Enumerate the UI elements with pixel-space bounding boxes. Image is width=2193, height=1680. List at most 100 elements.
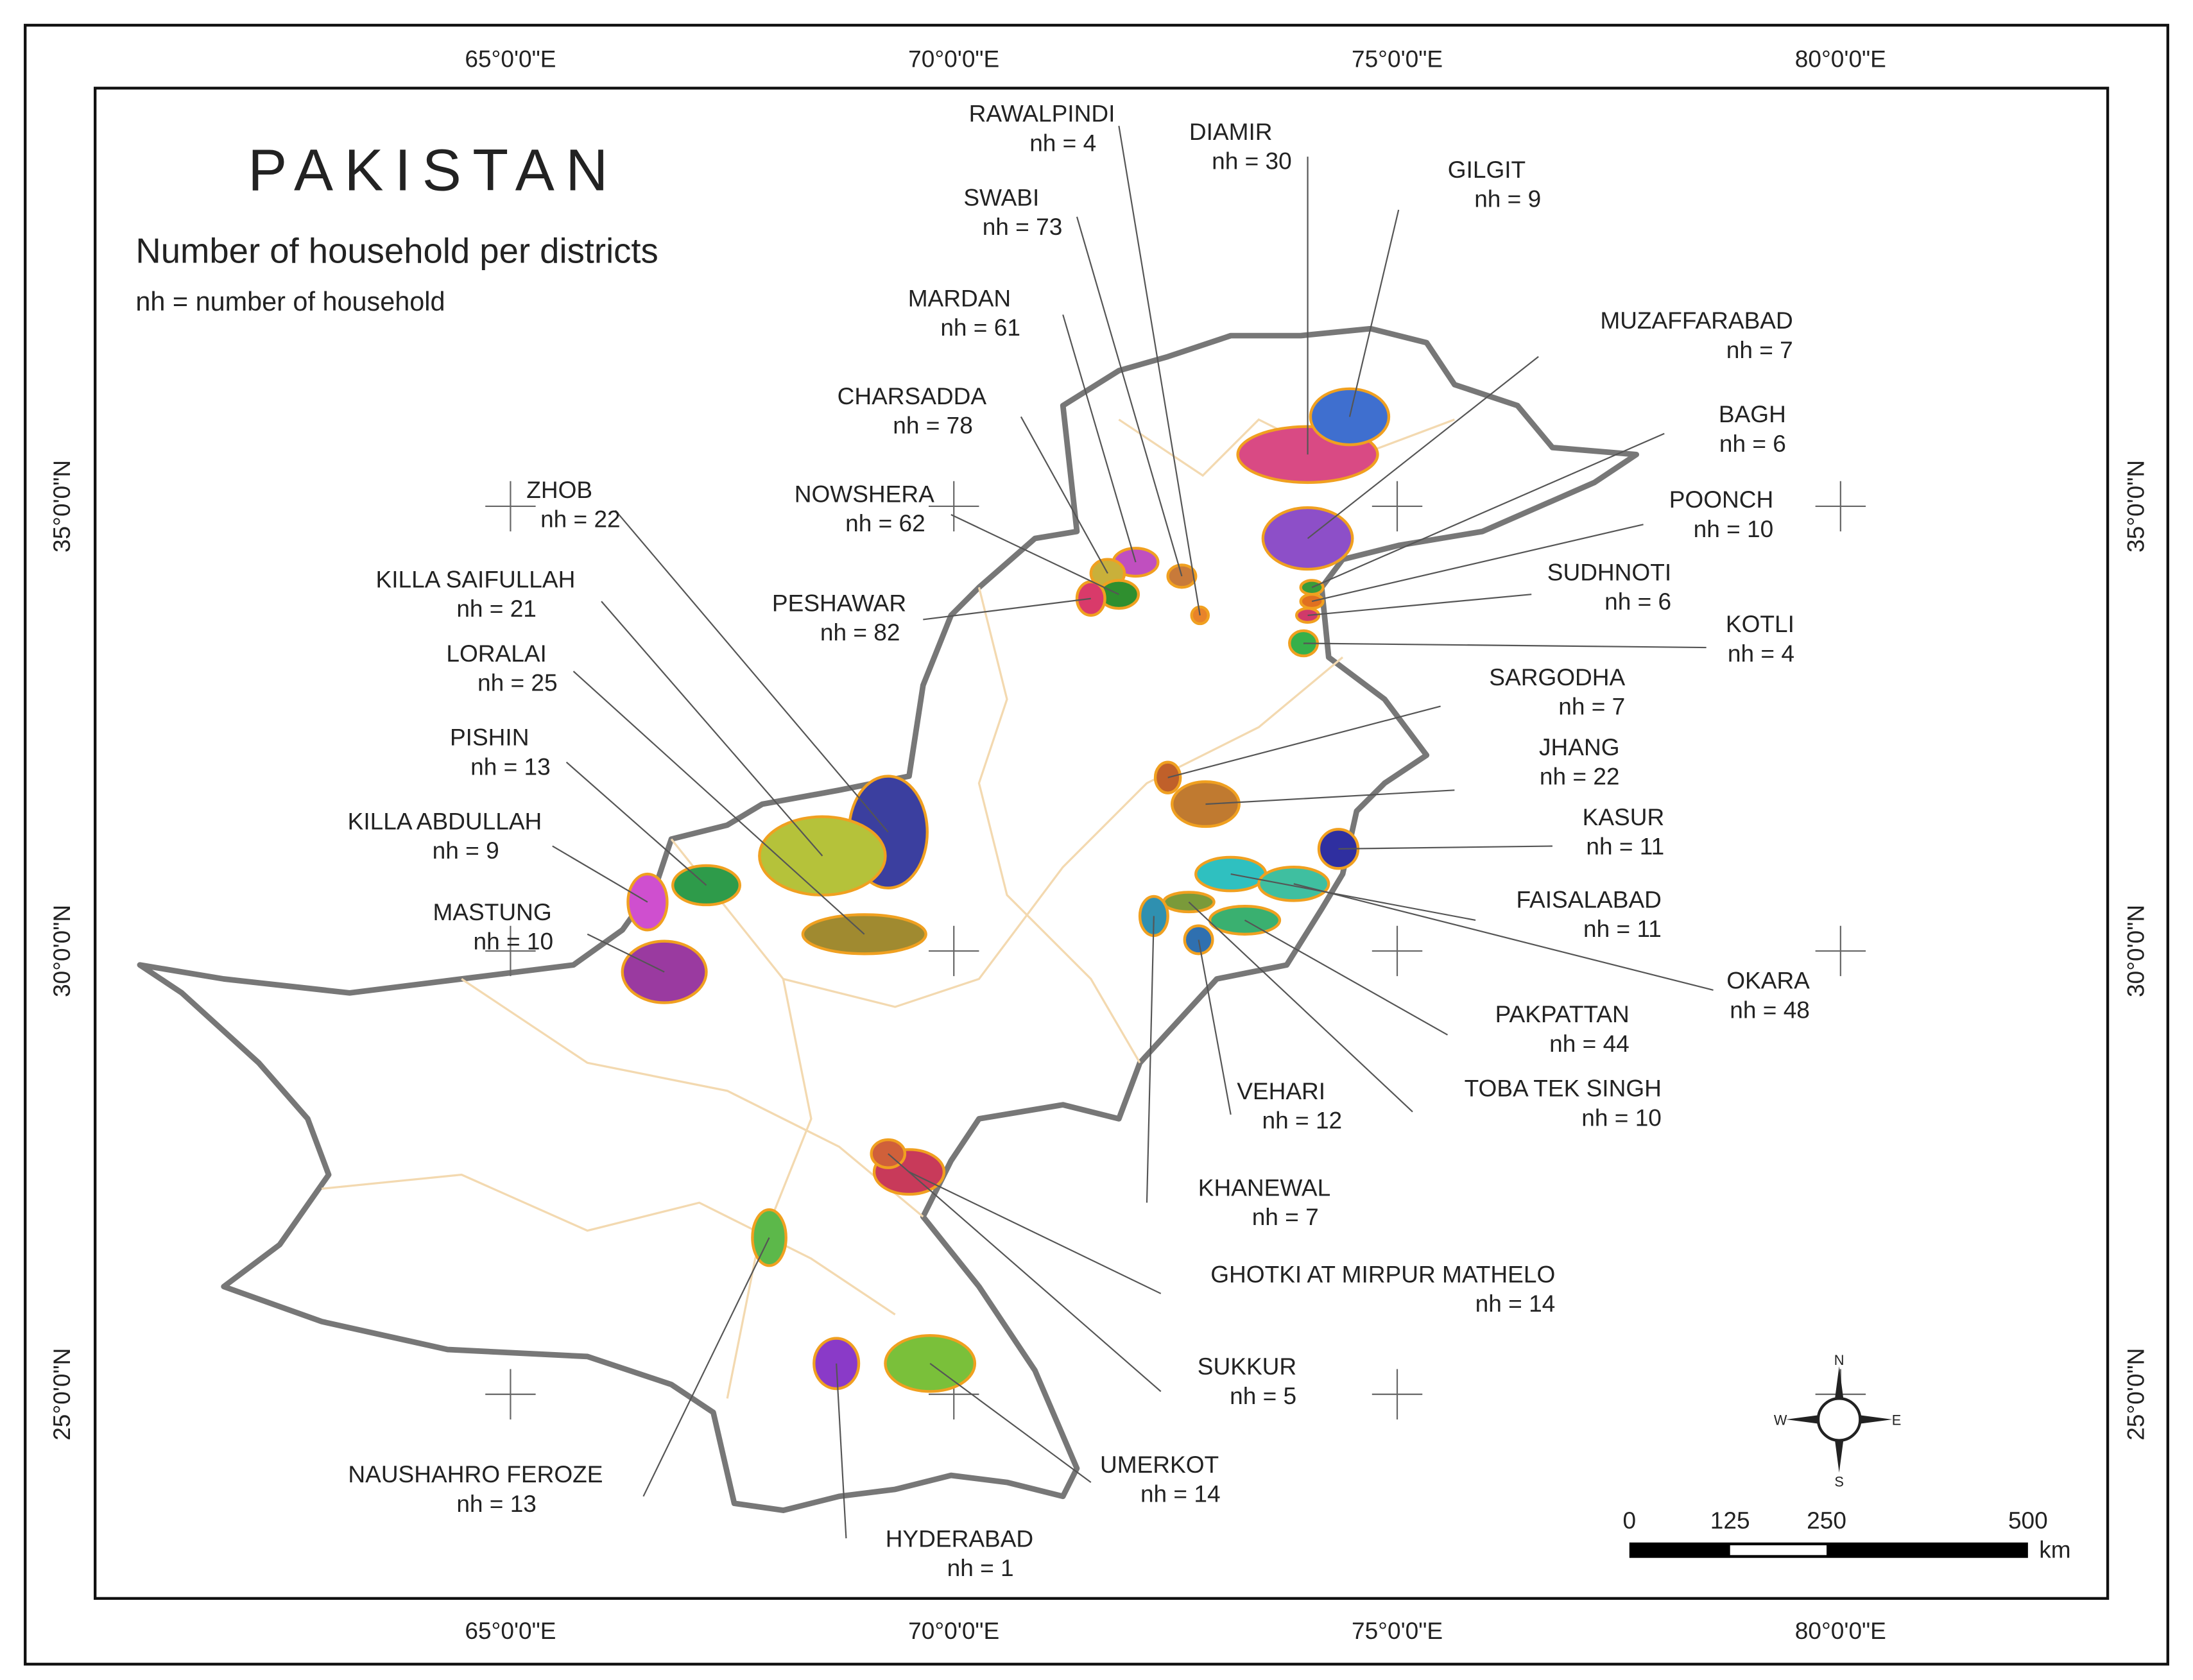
- district-name: KOTLI: [1726, 610, 1794, 637]
- district-name: NAUSHAHRO FEROZE: [348, 1461, 603, 1487]
- border-line: [670, 656, 1344, 1008]
- district-name: SUKKUR: [1198, 1353, 1296, 1380]
- scale-bar-white: [1730, 1545, 1827, 1556]
- leader-line: [950, 514, 1119, 596]
- district-household-count: nh = 62: [845, 510, 925, 536]
- district-name: RAWALPINDI: [969, 100, 1115, 127]
- latitude-label: 25°0'0"N: [2122, 1348, 2149, 1441]
- district-household-count: nh = 13: [456, 1490, 537, 1517]
- latitude-label: 30°0'0"N: [2122, 905, 2149, 997]
- leader-line: [1311, 524, 1644, 603]
- graticule-cross: [1815, 481, 1866, 532]
- leader-line: [1205, 789, 1455, 805]
- leader-line: [601, 601, 823, 857]
- district-household-count: nh = 6: [1604, 588, 1671, 615]
- longitude-label: 65°0'0"E: [465, 1617, 556, 1644]
- leader-line: [909, 1171, 1162, 1294]
- leader-lines: [552, 126, 1714, 1539]
- graticule-cross: [1815, 925, 1866, 977]
- longitude-label: 80°0'0"E: [1795, 46, 1886, 73]
- leader-line: [565, 761, 707, 886]
- district-household-count: nh = 61: [940, 314, 1020, 341]
- district-name: MARDAN: [908, 284, 1011, 311]
- compass-w: W: [1774, 1412, 1787, 1428]
- leader-line: [1338, 845, 1552, 850]
- district-name: GHOTKI AT MIRPUR MATHELO: [1210, 1260, 1555, 1287]
- leader-line: [1293, 883, 1714, 991]
- district-area: [626, 872, 669, 932]
- scale-tick-label: 500: [2008, 1507, 2048, 1534]
- district-household-count: nh = 10: [1694, 515, 1774, 542]
- district-name: KILLA ABDULLAH: [348, 807, 542, 834]
- scale-tick-label: 250: [1807, 1507, 1846, 1534]
- district-name: JHANG: [1539, 733, 1620, 760]
- graticule-cross: [1372, 481, 1423, 532]
- graticule-cross: [485, 1369, 536, 1419]
- district-name: HYDERABAD: [886, 1525, 1033, 1552]
- graticule-cross: [485, 925, 536, 977]
- district-household-count: nh = 14: [1140, 1480, 1221, 1507]
- district-household-count: nh = 1: [947, 1554, 1014, 1581]
- district-household-count: nh = 10: [473, 928, 553, 955]
- border-line: [726, 979, 813, 1399]
- leader-line: [1118, 126, 1201, 616]
- district-name: MUZAFFARABAD: [1600, 307, 1793, 334]
- graticule-cross: [1372, 925, 1423, 977]
- district-household-count: nh = 78: [893, 412, 973, 439]
- district-area: [1309, 387, 1391, 447]
- district-household-count: nh = 7: [1726, 336, 1793, 363]
- leader-line: [1244, 920, 1449, 1036]
- compass-s: S: [1834, 1474, 1844, 1490]
- map-title: PAKISTAN: [248, 137, 619, 203]
- leader-line: [587, 933, 665, 973]
- district-household-count: nh = 30: [1212, 148, 1292, 175]
- leader-line: [1146, 916, 1155, 1203]
- district-household-count: nh = 9: [1474, 185, 1541, 212]
- border-line: [461, 978, 924, 1218]
- leader-line: [923, 597, 1091, 621]
- district-household-count: nh = 48: [1730, 997, 1810, 1024]
- longitude-label: 70°0'0"E: [908, 46, 999, 73]
- district-household-count: nh = 14: [1475, 1290, 1556, 1317]
- district-name: LORALAI: [446, 640, 546, 667]
- district-household-count: nh = 11: [1586, 833, 1664, 860]
- compass-ring: [1816, 1397, 1862, 1442]
- district-name: POONCH: [1669, 486, 1774, 513]
- leader-line: [1230, 873, 1476, 921]
- graticule-cross: [928, 481, 979, 532]
- leader-line: [929, 1362, 1092, 1483]
- graticule-cross: [928, 925, 979, 977]
- district-household-count: nh = 6: [1719, 430, 1786, 457]
- district-household-count: nh = 22: [1540, 763, 1620, 790]
- district-name: CHARSADDA: [838, 382, 987, 409]
- district-name: KASUR: [1583, 803, 1665, 830]
- latitude-label: 30°0'0"N: [48, 905, 75, 997]
- leader-line: [836, 1363, 847, 1539]
- district-household-count: nh = 7: [1558, 693, 1625, 720]
- district-household-count: nh = 82: [820, 619, 900, 646]
- district-name: UMERKOT: [1100, 1451, 1219, 1478]
- longitude-label: 70°0'0"E: [908, 1617, 999, 1644]
- leader-line: [615, 510, 889, 833]
- district-name: FAISALABAD: [1516, 886, 1661, 913]
- longitude-label: 65°0'0"E: [465, 46, 556, 73]
- border-line: [322, 1173, 896, 1316]
- district-name: PISHIN: [450, 724, 529, 751]
- district-name: DIAMIR: [1189, 118, 1273, 145]
- leader-line: [1198, 939, 1232, 1115]
- latitude-label: 35°0'0"N: [2122, 460, 2149, 553]
- map-note: nh = number of household: [135, 287, 445, 316]
- district-name: GILGIT: [1448, 156, 1526, 183]
- graticule-cross: [1372, 1369, 1423, 1419]
- district-household-count: nh = 10: [1581, 1104, 1662, 1131]
- leader-line: [1311, 433, 1665, 588]
- district-household-count: nh = 22: [540, 506, 621, 533]
- leader-line: [1062, 314, 1137, 563]
- map-frame: [94, 87, 2110, 1600]
- leader-line: [1167, 705, 1441, 778]
- district-name: TOBA TEK SINGH: [1465, 1075, 1662, 1102]
- district-household-count: nh = 73: [983, 213, 1063, 240]
- scale-bar: [1629, 1542, 2028, 1558]
- internal-borders: [322, 418, 1455, 1399]
- leader-line: [1307, 594, 1532, 616]
